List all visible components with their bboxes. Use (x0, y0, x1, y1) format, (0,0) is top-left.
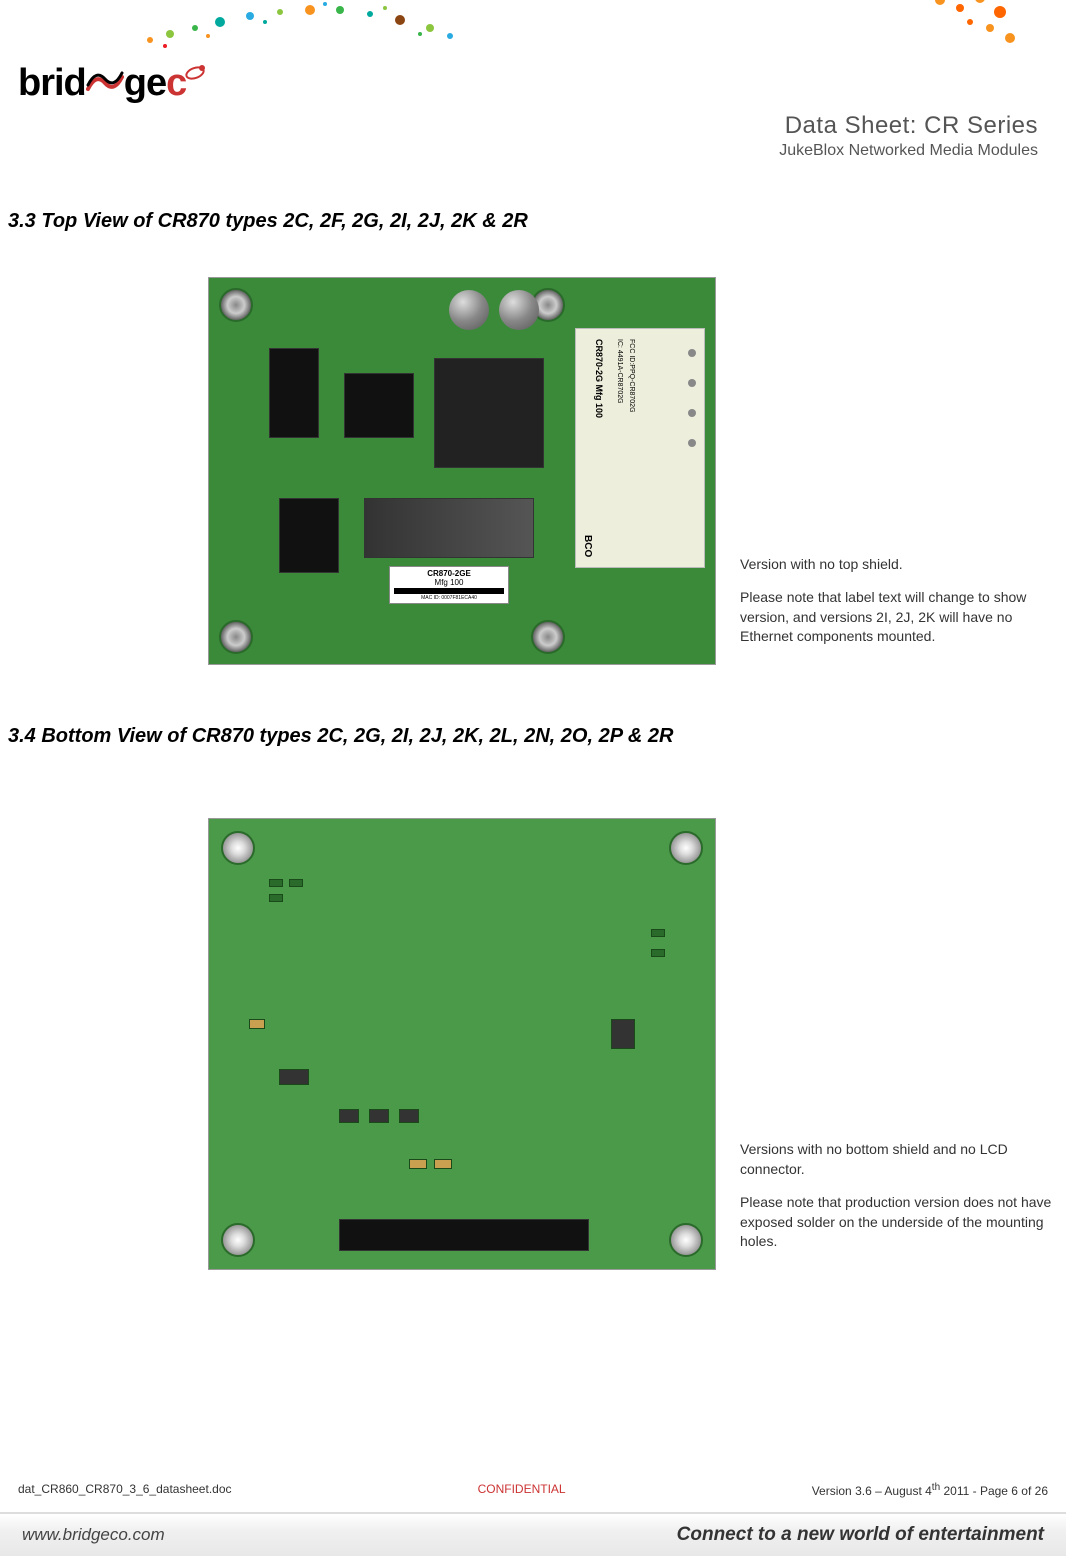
decoration-dots-icon (120, 0, 1020, 70)
logo-text-3: c (166, 62, 186, 104)
pcb-side-label-1: CR870-2G Mfg 100 (594, 339, 604, 418)
footer-tagline: Connect to a new world of entertainment (677, 1524, 1044, 1546)
document-subtitle: JukeBlox Networked Media Modules (779, 142, 1038, 160)
document-title: Data Sheet: CR Series (779, 112, 1038, 140)
footer-url: www.bridgeco.com (22, 1525, 165, 1545)
pcb-top-view-image: CR870-2GE Mfg 100 MAC ID: 0007F81ECA40 C… (208, 277, 716, 665)
footer-filename: dat_CR860_CR870_3_6_datasheet.doc (18, 1482, 232, 1498)
caption-top-view: Version with no top shield. Please note … (740, 555, 1058, 665)
logo-text-2: ge (124, 62, 166, 104)
section-heading-3-4: 3.4 Bottom View of CR870 types 2C, 2G, 2… (8, 725, 1058, 748)
caption-bottom-view: Versions with no bottom shield and no LC… (740, 1140, 1058, 1270)
pcb-bottom-view-image (208, 818, 716, 1270)
footer-bar: www.bridgeco.com Connect to a new world … (0, 1512, 1066, 1556)
logo-text-1: brid (18, 62, 86, 104)
logo-orbit-icon (184, 62, 206, 84)
header-decoration (0, 0, 1066, 70)
pcb-label-mac: MAC ID: 0007F81ECA40 (392, 595, 506, 601)
pcb-side-label-3: IC: 4491A-CR8702G (616, 339, 623, 404)
pcb-wifi-shield: CR870-2G Mfg 100 BCO IC: 4491A-CR8702G F… (575, 328, 705, 568)
footer-version: Version 3.6 – August 4th 2011 - Page 6 o… (812, 1482, 1048, 1498)
document-title-block: Data Sheet: CR Series JukeBlox Networked… (779, 112, 1038, 160)
caption-text: Version with no top shield. (740, 555, 1058, 575)
section-heading-3-3: 3.3 Top View of CR870 types 2C, 2F, 2G, … (8, 210, 1058, 233)
pcb-side-label-4: FCC ID:PPQ-CR8702G (628, 339, 635, 413)
page-footer: dat_CR860_CR870_3_6_datasheet.doc CONFID… (18, 1482, 1048, 1498)
caption-text: Versions with no bottom shield and no LC… (740, 1140, 1058, 1179)
pcb-label-product: CR870-2GE (392, 569, 506, 578)
logo-wave-icon (86, 60, 124, 82)
page-content: 3.3 Top View of CR870 types 2C, 2F, 2G, … (0, 210, 1066, 1330)
caption-text: Please note that label text will change … (740, 588, 1058, 647)
pcb-label-sticker: CR870-2GE Mfg 100 MAC ID: 0007F81ECA40 (389, 566, 509, 604)
pcb-side-label-2: BCO (582, 535, 593, 557)
caption-text: Please note that production version does… (740, 1193, 1058, 1252)
pcb-label-mfg: Mfg 100 (392, 578, 506, 587)
company-logo: bridgec (18, 62, 206, 105)
footer-confidential: CONFIDENTIAL (478, 1482, 566, 1498)
figure-block-bottom-view: Versions with no bottom shield and no LC… (8, 818, 1058, 1270)
figure-block-top-view: CR870-2GE Mfg 100 MAC ID: 0007F81ECA40 C… (8, 277, 1058, 665)
